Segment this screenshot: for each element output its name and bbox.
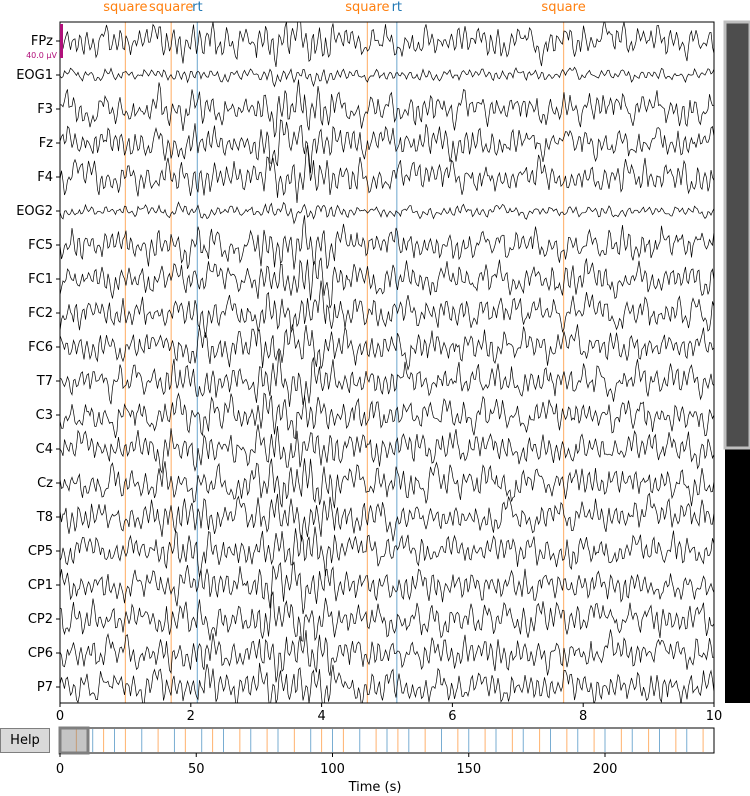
event-label-square: square bbox=[541, 0, 585, 15]
scale-bar-label: 40.0 µV bbox=[26, 51, 57, 60]
channel-label[interactable]: F3 bbox=[37, 102, 53, 117]
channel-label[interactable]: T7 bbox=[36, 374, 53, 389]
trace-plot-border bbox=[59, 21, 715, 704]
channel-label[interactable]: EOG2 bbox=[16, 204, 53, 219]
channel-label[interactable]: CP5 bbox=[28, 544, 53, 559]
trace-fc2 bbox=[60, 280, 714, 339]
overview-xlabel: Time (s) bbox=[348, 780, 402, 795]
trace-f4 bbox=[60, 145, 714, 204]
channel-label[interactable]: CP6 bbox=[28, 646, 53, 661]
trace-fz bbox=[60, 119, 714, 174]
x-tick-label: 8 bbox=[579, 709, 587, 724]
channel-label[interactable]: Fz bbox=[39, 136, 53, 151]
channel-label[interactable]: CP1 bbox=[28, 578, 53, 593]
trace-fpz bbox=[60, 22, 714, 68]
overview-x-tick-label: 200 bbox=[593, 762, 618, 777]
trace-cp6 bbox=[60, 629, 714, 683]
channel-label[interactable]: C4 bbox=[36, 442, 53, 457]
channel-label[interactable]: FC2 bbox=[28, 306, 53, 321]
trace-p7 bbox=[60, 662, 714, 703]
trace-t7 bbox=[60, 350, 714, 407]
overview-x-tick-label: 100 bbox=[320, 762, 345, 777]
event-label-rt: rt bbox=[392, 0, 402, 15]
trace-t8 bbox=[60, 492, 714, 542]
overview-x-axis: 0 50 100 150 200 bbox=[56, 753, 618, 777]
event-label-square: square bbox=[103, 0, 147, 15]
trace-fc5 bbox=[60, 215, 714, 270]
x-axis: 0 2 4 6 8 10 bbox=[56, 703, 722, 724]
channel-label[interactable]: FC5 bbox=[28, 238, 53, 253]
channel-label[interactable]: FC6 bbox=[28, 340, 53, 355]
trace-c3 bbox=[60, 392, 714, 440]
trace-plot-frame bbox=[60, 22, 714, 703]
channel-label[interactable]: F4 bbox=[37, 170, 53, 185]
overview-x-tick-label: 0 bbox=[56, 762, 64, 777]
trace-c4 bbox=[60, 424, 714, 474]
x-tick-label: 6 bbox=[448, 709, 456, 724]
event-lines bbox=[124, 22, 565, 703]
trace-f3 bbox=[60, 79, 714, 138]
event-label-square: square bbox=[345, 0, 389, 15]
trace-cp1 bbox=[60, 561, 714, 615]
channel-label[interactable]: T8 bbox=[36, 510, 53, 525]
channel-label[interactable]: CP2 bbox=[28, 612, 53, 627]
x-tick-label: 2 bbox=[187, 709, 195, 724]
help-button[interactable]: Help bbox=[0, 728, 50, 753]
x-tick-label: 0 bbox=[56, 709, 64, 724]
trace-cp2 bbox=[60, 591, 714, 642]
overview-x-tick-label: 50 bbox=[188, 762, 205, 777]
trace-fc1 bbox=[60, 257, 714, 309]
channel-label[interactable]: Cz bbox=[37, 476, 53, 491]
trace-eog2 bbox=[60, 201, 714, 225]
x-tick-label: 10 bbox=[706, 709, 723, 724]
channel-label[interactable]: FPz bbox=[31, 34, 53, 49]
event-label-rt: rt bbox=[192, 0, 202, 15]
channel-scrollbar-thumb[interactable] bbox=[723, 20, 750, 450]
overview-events bbox=[75, 729, 704, 752]
channel-label[interactable]: C3 bbox=[36, 408, 53, 423]
channel-label[interactable]: P7 bbox=[37, 680, 53, 695]
trace-eog1 bbox=[60, 66, 714, 88]
x-tick-label: 4 bbox=[317, 709, 325, 724]
event-label-square: square bbox=[149, 0, 193, 15]
eeg-traces bbox=[60, 22, 714, 703]
trace-cz bbox=[60, 458, 714, 509]
overview-x-tick-label: 150 bbox=[456, 762, 481, 777]
channel-labels: FPz EOG1 F3 Fz F4 EOG2 FC5 FC1 FC2 FC6 T7 C3 C4 Cz T8 C… bbox=[16, 34, 60, 695]
trace-fc6 bbox=[60, 324, 714, 371]
overview-view-window[interactable] bbox=[58, 726, 90, 755]
channel-label[interactable]: FC1 bbox=[28, 272, 53, 287]
channel-label[interactable]: EOG1 bbox=[16, 68, 53, 83]
trace-cp5 bbox=[60, 526, 714, 577]
